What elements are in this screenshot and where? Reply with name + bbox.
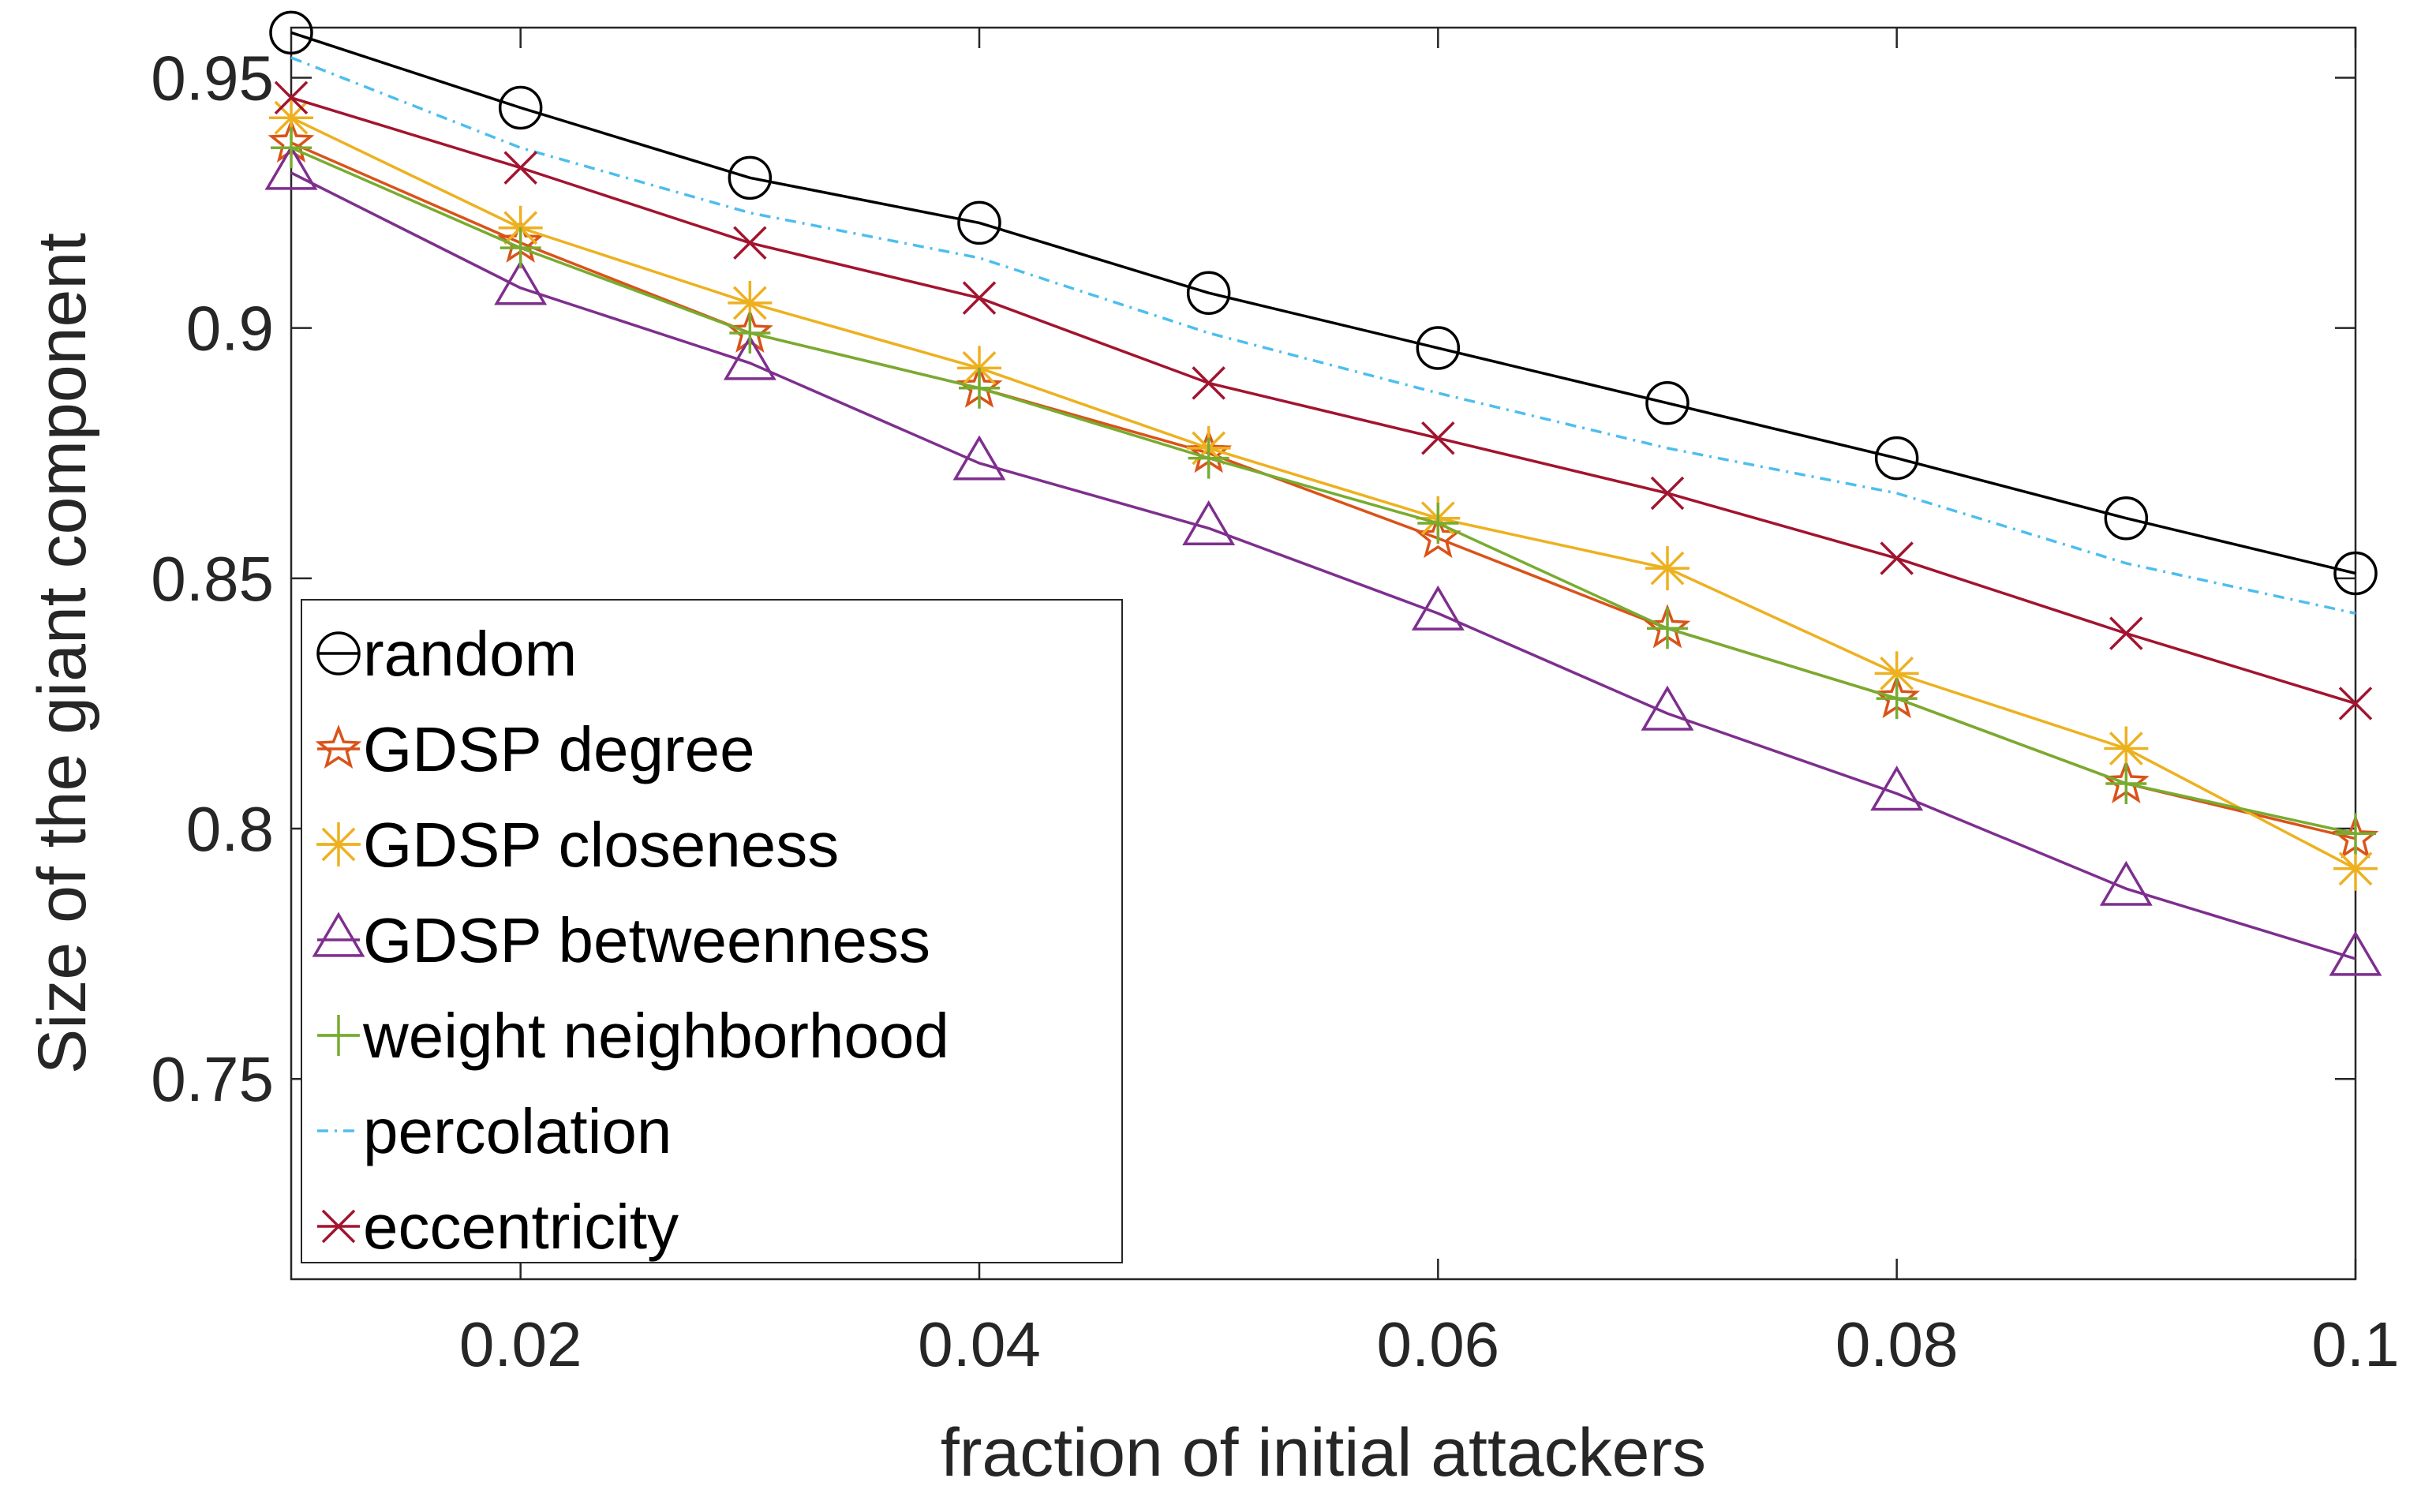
marker-circle xyxy=(957,200,1001,245)
legend-label: GDSP degree xyxy=(363,714,755,784)
legend-item: percolation xyxy=(317,1096,672,1166)
marker-circle xyxy=(1645,381,1689,425)
marker-asterisk xyxy=(316,822,361,866)
marker-circle xyxy=(1874,436,1919,481)
marker-plus xyxy=(2105,762,2147,804)
y-tick-label: 0.9 xyxy=(186,294,274,364)
marker-circle xyxy=(728,155,773,200)
marker-plus xyxy=(500,227,541,269)
series-line xyxy=(290,146,2356,836)
legend-item: GDSP degree xyxy=(315,714,755,784)
marker-circle xyxy=(1416,326,1461,370)
marker-triangle xyxy=(2099,860,2153,906)
marker-x xyxy=(1650,476,1685,511)
y-axis: 0.75 0.8 0.85 0.9 0.95 xyxy=(151,43,2356,1114)
y-tick-label: 0.75 xyxy=(151,1044,274,1114)
marker-x xyxy=(274,80,309,115)
series-random xyxy=(269,10,2378,596)
marker-asterisk xyxy=(2333,846,2378,891)
y-axis-label: Size of the giant component xyxy=(24,233,100,1074)
y-tick-label: 0.8 xyxy=(186,794,274,864)
marker-triangle xyxy=(312,911,365,957)
series-line xyxy=(290,116,2356,870)
marker-plus xyxy=(1647,608,1688,649)
y-tick-label: 0.85 xyxy=(151,544,274,614)
x-tick-label: 0.06 xyxy=(1376,1309,1499,1379)
legend-label: GDSP closeness xyxy=(363,810,839,880)
marker-x xyxy=(1421,421,1455,455)
marker-circle xyxy=(2333,551,2378,596)
marker-triangle xyxy=(494,260,548,305)
series-line xyxy=(290,31,2356,575)
series-eccentricity xyxy=(274,80,2373,720)
marker-triangle xyxy=(1870,765,1924,811)
marker-triangle xyxy=(1182,500,1236,545)
legend-item: weight neighborhood xyxy=(317,1001,949,1071)
series-gdsp-betweenness xyxy=(264,144,2382,976)
series-line xyxy=(290,96,2356,705)
x-tick-label: 0.04 xyxy=(918,1309,1041,1379)
series-line xyxy=(290,171,2356,960)
y-tick-label: 0.95 xyxy=(151,43,274,113)
marker-circle xyxy=(2104,496,2149,541)
marker-x xyxy=(962,281,997,315)
marker-asterisk xyxy=(728,280,773,325)
marker-plus xyxy=(271,127,312,169)
marker-circle xyxy=(316,631,361,676)
marker-asterisk xyxy=(2104,726,2149,771)
marker-triangle xyxy=(264,144,318,190)
legend-item: GDSP closeness xyxy=(316,810,839,880)
legend-label: weight neighborhood xyxy=(362,1001,949,1071)
marker-plus xyxy=(1417,503,1459,545)
x-axis-label: fraction of initial attackers xyxy=(941,1415,1706,1491)
series-weight-neighborhood xyxy=(271,127,2376,855)
marker-x xyxy=(2338,687,2373,720)
marker-x xyxy=(321,1209,356,1244)
marker-x xyxy=(1880,541,1914,575)
series-layer xyxy=(264,10,2382,976)
series-line xyxy=(290,56,2356,615)
marker-asterisk xyxy=(1645,546,1689,591)
marker-x xyxy=(733,226,767,260)
marker-triangle xyxy=(723,335,776,380)
marker-star xyxy=(315,724,362,769)
marker-asterisk xyxy=(1874,651,1919,696)
marker-plus xyxy=(729,312,771,354)
x-tick-label: 0.02 xyxy=(459,1309,582,1379)
marker-circle xyxy=(269,10,313,55)
marker-circle xyxy=(498,85,543,130)
legend-label: random xyxy=(363,619,577,689)
legend: random GDSP degree GDSP closeness GDSP betw… xyxy=(301,599,1123,1263)
legend-label: eccentricity xyxy=(363,1192,679,1262)
legend-label: GDSP betweenness xyxy=(363,905,930,975)
marker-triangle xyxy=(1411,585,1465,631)
marker-plus xyxy=(2335,813,2376,855)
marker-circle xyxy=(1186,271,1231,315)
series-percolation xyxy=(290,56,2356,615)
marker-plus xyxy=(1876,678,1918,720)
legend-item: eccentricity xyxy=(317,1192,679,1262)
x-tick-label: 0.1 xyxy=(2311,1309,2399,1379)
marker-plus xyxy=(959,367,1000,409)
marker-triangle xyxy=(952,435,1006,481)
marker-x xyxy=(503,151,537,185)
marker-asterisk xyxy=(269,95,313,140)
marker-x xyxy=(2109,616,2143,650)
legend-item: random xyxy=(316,619,577,689)
legend-item: GDSP betweenness xyxy=(312,905,930,975)
marker-plus xyxy=(318,1015,359,1056)
x-axis: 0.02 0.04 0.06 0.08 0.1 xyxy=(459,28,2400,1379)
marker-triangle xyxy=(2329,930,2382,976)
legend-label: percolation xyxy=(363,1096,672,1166)
marker-x xyxy=(1192,366,1225,400)
marker-plus xyxy=(1188,437,1229,479)
x-tick-label: 0.08 xyxy=(1835,1309,1959,1379)
legend-box xyxy=(301,599,1123,1263)
marker-triangle xyxy=(1641,685,1694,731)
